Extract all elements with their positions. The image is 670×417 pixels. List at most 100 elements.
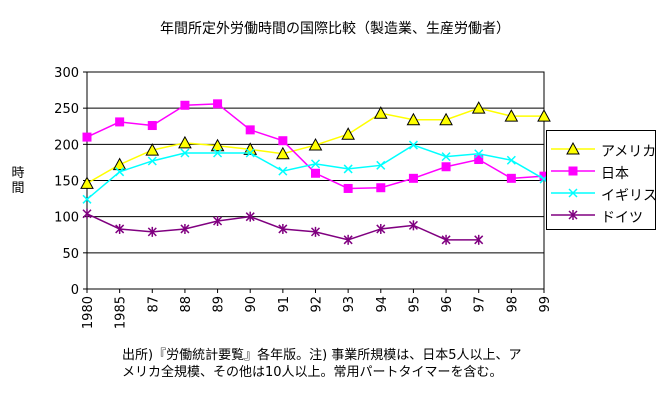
marker-stroke <box>278 166 288 176</box>
marker-stroke <box>180 148 190 158</box>
data-point <box>210 138 225 152</box>
legend-label: ドイツ <box>601 210 643 226</box>
series-1 <box>80 101 551 189</box>
data-point <box>147 156 157 166</box>
data-point <box>439 112 453 126</box>
data-point <box>115 117 125 127</box>
marker-stroke <box>506 155 516 165</box>
legend-item: ドイツ <box>547 205 657 226</box>
data-point <box>180 100 190 110</box>
x-tick-label: 1985 <box>114 296 129 329</box>
legend-marker <box>568 210 578 220</box>
data-point <box>408 220 418 231</box>
marker-stroke <box>408 140 418 150</box>
data-point <box>471 101 486 114</box>
data-point <box>243 142 258 155</box>
marker-stroke <box>82 194 92 204</box>
legend-swatch <box>551 166 595 176</box>
y-axis-label: 時間 <box>11 166 25 196</box>
marker-stroke <box>376 160 386 170</box>
x-tick-label: 99 <box>538 296 553 313</box>
data-point <box>343 234 353 245</box>
data-point <box>213 216 223 227</box>
data-point <box>441 234 451 245</box>
data-point <box>112 157 127 171</box>
source-note: 出所)『労働統計要覧』各年版。注) 事業所規模は、日本5人以上、アメリカ全規模、… <box>122 348 522 380</box>
data-point <box>82 132 92 142</box>
data-point <box>82 208 92 219</box>
y-tick-label: 0 <box>71 283 79 298</box>
y-tick-label: 200 <box>54 138 79 153</box>
legend: アメリカ 日本イギリスドイツ <box>546 130 657 230</box>
x-tick-label: 88 <box>179 296 194 313</box>
data-point <box>278 166 288 176</box>
y-tick-label: 100 <box>54 211 79 226</box>
data-point <box>373 106 388 119</box>
data-point <box>341 127 355 140</box>
legend-item: イギリス <box>547 183 657 204</box>
chart-title: 年間所定外労働時間の国際比較（製造業、生産労働者） <box>160 21 510 37</box>
data-point <box>245 125 255 135</box>
data-point <box>504 109 519 122</box>
y-tick-label: 250 <box>54 102 79 117</box>
legend-marker <box>568 188 578 198</box>
legend-label: イギリス <box>601 188 657 204</box>
data-point <box>180 223 190 234</box>
x-tick-label: 94 <box>375 296 390 313</box>
legend-marker <box>568 166 578 176</box>
legend-swatch <box>551 141 595 155</box>
data-point <box>311 168 320 178</box>
data-point <box>245 148 255 158</box>
y-tick-label: 300 <box>54 66 79 81</box>
data-point <box>278 223 288 234</box>
data-point <box>537 109 551 122</box>
x-tick-label: 91 <box>277 296 292 313</box>
data-point <box>376 160 386 170</box>
data-point <box>408 140 418 150</box>
x-tick-label: 95 <box>407 296 422 313</box>
data-point <box>80 176 94 189</box>
data-point <box>376 183 386 193</box>
marker-stroke <box>474 149 484 159</box>
x-tick-label: 1980 <box>81 296 96 329</box>
series-3 <box>82 140 549 204</box>
data-point <box>310 226 321 237</box>
x-tick-label: 92 <box>310 296 325 313</box>
marker-stroke <box>213 148 223 158</box>
marker-stroke <box>115 167 125 177</box>
x-tick-label: 93 <box>342 296 357 313</box>
series-2 <box>82 99 549 193</box>
data-point <box>441 152 451 162</box>
x-tick-label: 97 <box>473 296 488 313</box>
data-point <box>408 173 418 183</box>
data-point <box>276 146 290 160</box>
marker-stroke <box>343 164 353 174</box>
legend-swatch <box>551 188 595 198</box>
data-point <box>180 148 190 158</box>
legend-item: アメリカ <box>547 139 657 160</box>
data-point <box>245 211 255 222</box>
data-point <box>213 99 223 109</box>
marker-stroke <box>441 152 451 162</box>
data-point <box>310 159 321 169</box>
data-point <box>474 149 484 159</box>
data-point <box>406 112 421 126</box>
series-4 <box>82 208 484 245</box>
x-tick-label: 90 <box>244 296 259 313</box>
data-point <box>308 138 323 151</box>
data-point <box>213 148 223 158</box>
legend-item: 日本 <box>547 161 657 182</box>
data-point <box>376 223 386 234</box>
data-point <box>506 173 516 183</box>
data-point <box>506 155 516 165</box>
y-tick-label: 50 <box>62 247 79 262</box>
data-point <box>278 136 288 146</box>
marker-stroke <box>310 159 321 169</box>
marker-stroke <box>245 148 255 158</box>
data-point <box>82 194 92 204</box>
marker-stroke <box>568 188 578 198</box>
legend-swatch <box>551 210 595 220</box>
data-point <box>474 155 484 165</box>
data-point <box>474 234 484 245</box>
